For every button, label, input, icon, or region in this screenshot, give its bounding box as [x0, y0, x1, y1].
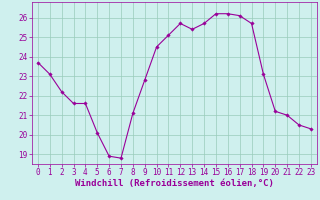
X-axis label: Windchill (Refroidissement éolien,°C): Windchill (Refroidissement éolien,°C) — [75, 179, 274, 188]
